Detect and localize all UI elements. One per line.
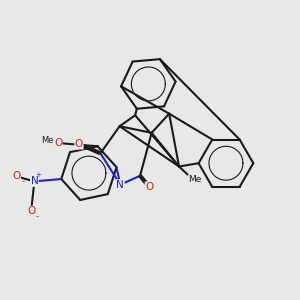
Text: -: - bbox=[36, 212, 39, 221]
Text: +: + bbox=[35, 172, 41, 178]
Text: O: O bbox=[54, 138, 62, 148]
Text: Me: Me bbox=[41, 136, 54, 145]
Text: N: N bbox=[116, 180, 124, 190]
Text: O: O bbox=[27, 206, 35, 216]
Text: -: - bbox=[21, 177, 24, 186]
Text: N: N bbox=[31, 176, 38, 186]
Text: O: O bbox=[75, 139, 83, 149]
Text: O: O bbox=[12, 171, 20, 182]
Text: Me: Me bbox=[188, 175, 202, 184]
Text: O: O bbox=[145, 182, 154, 192]
